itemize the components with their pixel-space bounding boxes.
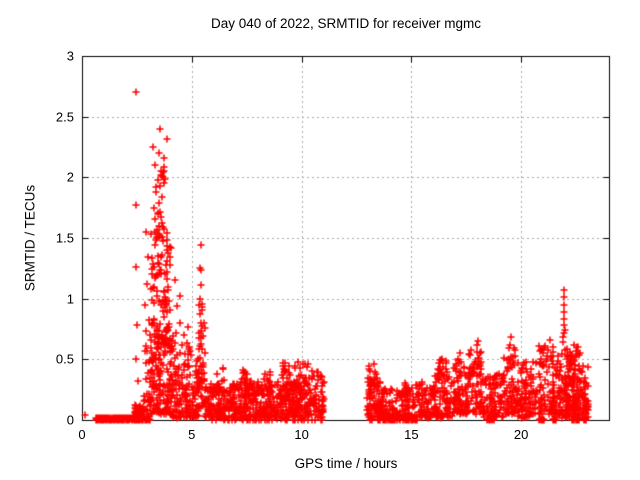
y-tick-label: 2.5 bbox=[55, 109, 74, 125]
x-tick-label: 5 bbox=[188, 427, 196, 442]
x-tick-label: 15 bbox=[404, 427, 419, 442]
x-tick-label: 20 bbox=[513, 427, 529, 442]
y-tick-label: 1.5 bbox=[55, 230, 74, 246]
y-tick-label: 0 bbox=[66, 412, 74, 428]
y-tick-label: 1 bbox=[66, 291, 74, 307]
y-tick-label: 3 bbox=[66, 48, 74, 64]
x-tick-label: 10 bbox=[294, 427, 309, 442]
y-tick-label: 0.5 bbox=[55, 351, 74, 367]
x-tick-label: 0 bbox=[78, 427, 86, 442]
chart-title: Day 040 of 2022, SRMTID for receiver mgm… bbox=[210, 16, 482, 31]
x-axis-label: GPS time / hours bbox=[294, 456, 398, 471]
y-tick-label: 2 bbox=[66, 169, 74, 185]
